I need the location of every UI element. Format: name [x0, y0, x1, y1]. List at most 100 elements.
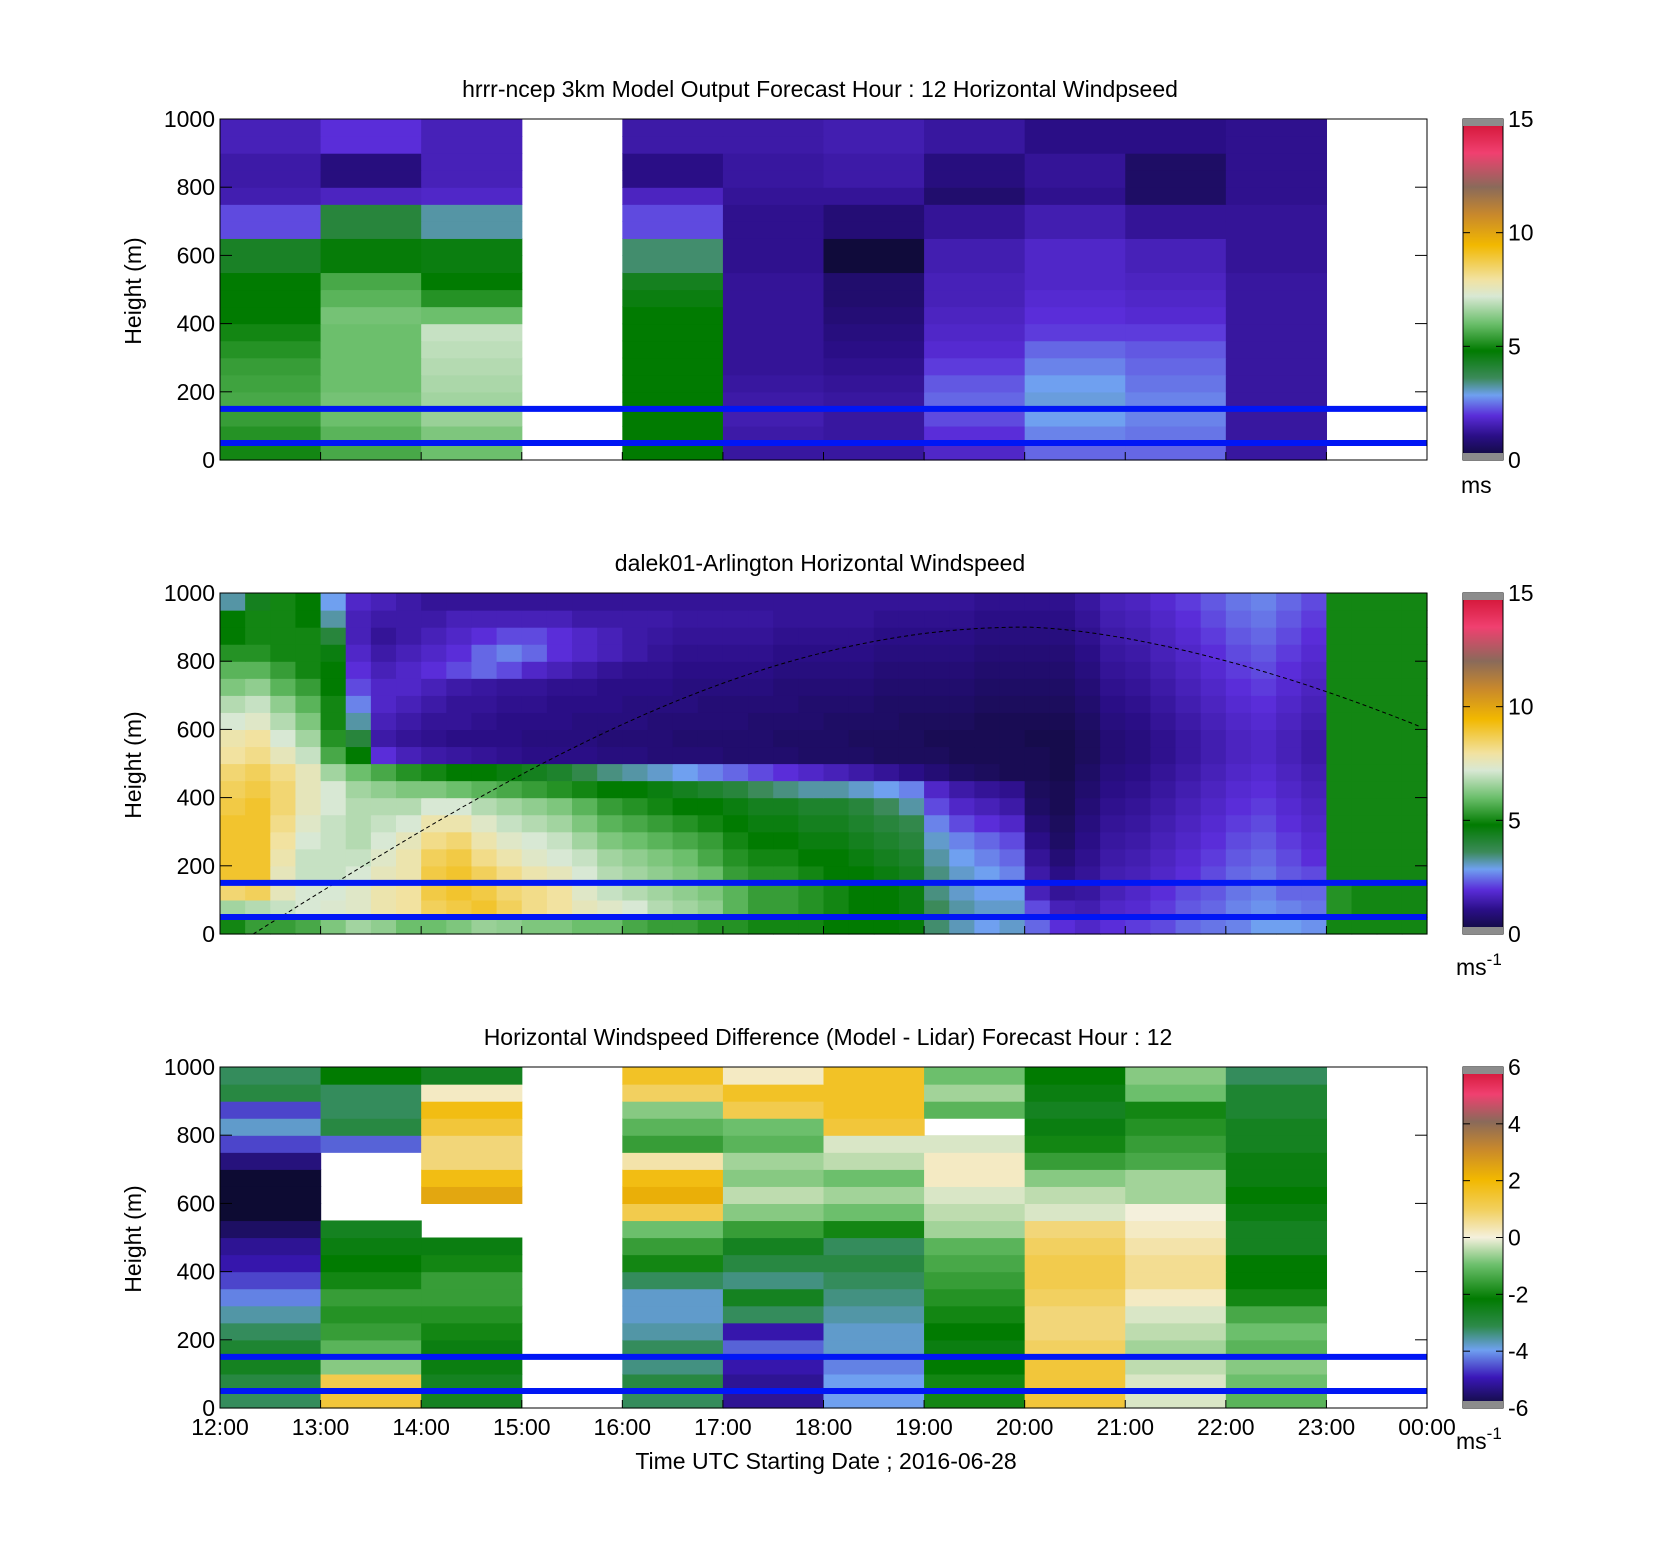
heatmap-cell [1049, 695, 1076, 713]
heatmap-cell [873, 593, 900, 611]
heatmap-cell [421, 1118, 523, 1136]
heatmap-cell [1049, 831, 1076, 850]
heatmap-cell [1376, 865, 1403, 884]
heatmap-cell [1125, 1254, 1227, 1273]
heatmap-cell [622, 306, 724, 325]
heatmap-cell [924, 1186, 1026, 1204]
heatmap-cell [1225, 627, 1252, 645]
heatmap-cell [697, 695, 724, 713]
heatmap-cell [823, 644, 850, 662]
heatmap-cell [1150, 644, 1177, 662]
heatmap-cell [1175, 865, 1202, 884]
heatmap-cell [572, 882, 598, 901]
heatmap-cell [220, 1254, 322, 1273]
heatmap-cell [622, 289, 724, 308]
heatmap-cell [421, 1322, 523, 1341]
heatmap-cell [1250, 797, 1277, 816]
heatmap-cell [496, 644, 523, 662]
heatmap-cell [722, 1288, 825, 1307]
heatmap-cell [722, 1339, 825, 1358]
heatmap-cell [848, 644, 875, 662]
heatmap-cell [722, 1067, 825, 1085]
heatmap-cell [295, 729, 322, 748]
heatmap-cell [1376, 729, 1403, 748]
heatmap-cell [320, 593, 347, 611]
heatmap-cell [421, 1271, 523, 1290]
heatmap-cell [823, 442, 925, 461]
heatmap-cell [1024, 1101, 1126, 1119]
heatmap-cell [396, 916, 422, 935]
x-tick-label: 14:00 [392, 1414, 450, 1440]
heatmap-cell [748, 763, 774, 782]
heatmap-cell [1074, 729, 1101, 748]
heatmap-cell [873, 695, 900, 713]
heatmap-cell [220, 255, 322, 274]
heatmap-cell [924, 408, 1026, 427]
heatmap-cell [1301, 644, 1328, 662]
heatmap-cell [647, 678, 674, 696]
heatmap-cell [572, 593, 598, 611]
heatmap-cell [572, 712, 598, 730]
heatmap-cell [798, 746, 825, 765]
heatmap-cell [370, 661, 397, 679]
heatmap-cell [396, 797, 422, 816]
heatmap-cell [1125, 1390, 1227, 1409]
heatmap-cell [1024, 1390, 1126, 1409]
heatmap-cell [295, 593, 322, 611]
heatmap-cell [245, 916, 271, 935]
heatmap-cell [1125, 1373, 1227, 1392]
heatmap-cell [446, 678, 473, 696]
heatmap-cell [295, 763, 322, 782]
heatmap-cell [1024, 729, 1051, 748]
heatmap-cell [270, 644, 297, 662]
heatmap-cell [496, 627, 523, 645]
heatmap-cell [1125, 610, 1151, 628]
heatmap-cell [1150, 678, 1177, 696]
heatmap-cell [722, 678, 749, 696]
heatmap-cell [1200, 729, 1227, 748]
heatmap-cell [521, 780, 548, 799]
heatmap-cell [1401, 780, 1428, 799]
heatmap-cell [722, 916, 749, 935]
heatmap-cell [1351, 814, 1378, 833]
heatmap-cell [647, 729, 674, 748]
heatmap-cell [748, 610, 774, 628]
heatmap-cell [1351, 746, 1378, 765]
heatmap-cell [773, 610, 799, 628]
heatmap-cell [1351, 882, 1378, 901]
heatmap-cell [748, 916, 774, 935]
heatmap-cell [370, 712, 397, 730]
heatmap-cell [1351, 644, 1378, 662]
heatmap-cell [220, 1101, 322, 1119]
heatmap-cell [823, 763, 850, 782]
heatmap-cell [1024, 661, 1051, 679]
heatmap-cell [1351, 780, 1378, 799]
heatmap-cell [421, 170, 523, 188]
heatmap-cell [823, 119, 925, 137]
heatmap-cell [597, 865, 623, 884]
heatmap-cell [521, 848, 548, 867]
heatmap-cell [873, 848, 900, 867]
heatmap-cell [320, 882, 347, 901]
heatmap-cell [1376, 627, 1403, 645]
heatmap-cell [848, 695, 875, 713]
heatmap-cell [722, 1237, 825, 1256]
heatmap-cell [1376, 593, 1403, 611]
heatmap-cell [722, 289, 825, 308]
heatmap-cell [1024, 831, 1051, 850]
heatmap-cell [622, 1305, 724, 1324]
heatmap-cell [924, 882, 950, 901]
heatmap-cell [1024, 1339, 1126, 1358]
heatmap-cell [823, 289, 925, 308]
heatmap-cell [496, 661, 523, 679]
y-tick-label: 400 [177, 1259, 215, 1285]
heatmap-cell [1125, 238, 1227, 256]
heatmap-cell [924, 729, 950, 748]
heatmap-cell [220, 814, 246, 833]
heatmap-cell [1401, 899, 1428, 918]
heatmap-cell [924, 1373, 1026, 1392]
heatmap-cell [1225, 1305, 1328, 1324]
heatmap-cell [924, 1084, 1026, 1102]
heatmap-cell [1150, 593, 1177, 611]
heatmap-cell [245, 780, 271, 799]
